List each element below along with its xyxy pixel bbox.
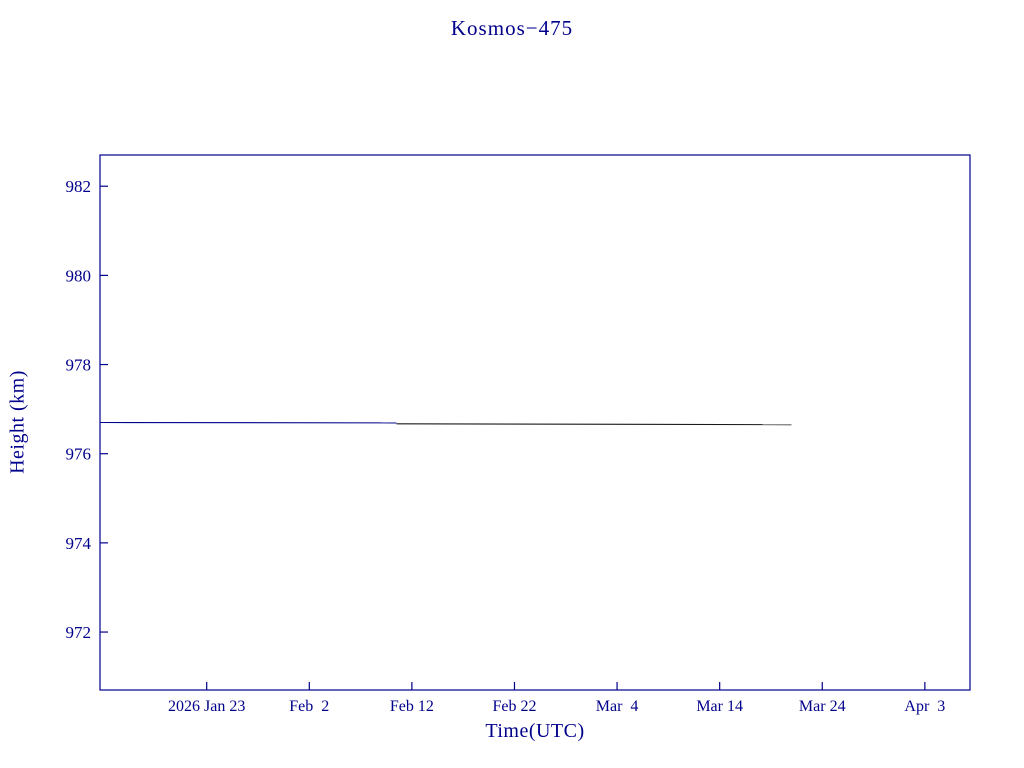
height-series-line [396, 423, 792, 426]
x-tick-label: Mar 4 [596, 698, 639, 715]
x-tick-label: Mar 24 [799, 698, 846, 715]
chart-title: Kosmos−475 [450, 16, 574, 40]
y-tick-label: 982 [66, 177, 92, 196]
x-tick-label: 2026 Jan 23 [168, 698, 245, 715]
y-tick-label: 976 [66, 445, 92, 464]
y-tick-label: 978 [66, 356, 92, 375]
x-tick-label: Feb 22 [492, 698, 536, 715]
x-axis-label: Time(UTC) [485, 720, 585, 742]
y-tick-label: 972 [66, 623, 92, 642]
x-tick-label: Mar 14 [696, 698, 743, 715]
x-tick-label: Apr 3 [904, 698, 945, 715]
y-tick-label: 974 [66, 534, 92, 553]
y-tick-label: 980 [66, 266, 92, 285]
x-tick-label: Feb 12 [390, 698, 434, 715]
x-tick-label: Feb 2 [289, 698, 329, 715]
